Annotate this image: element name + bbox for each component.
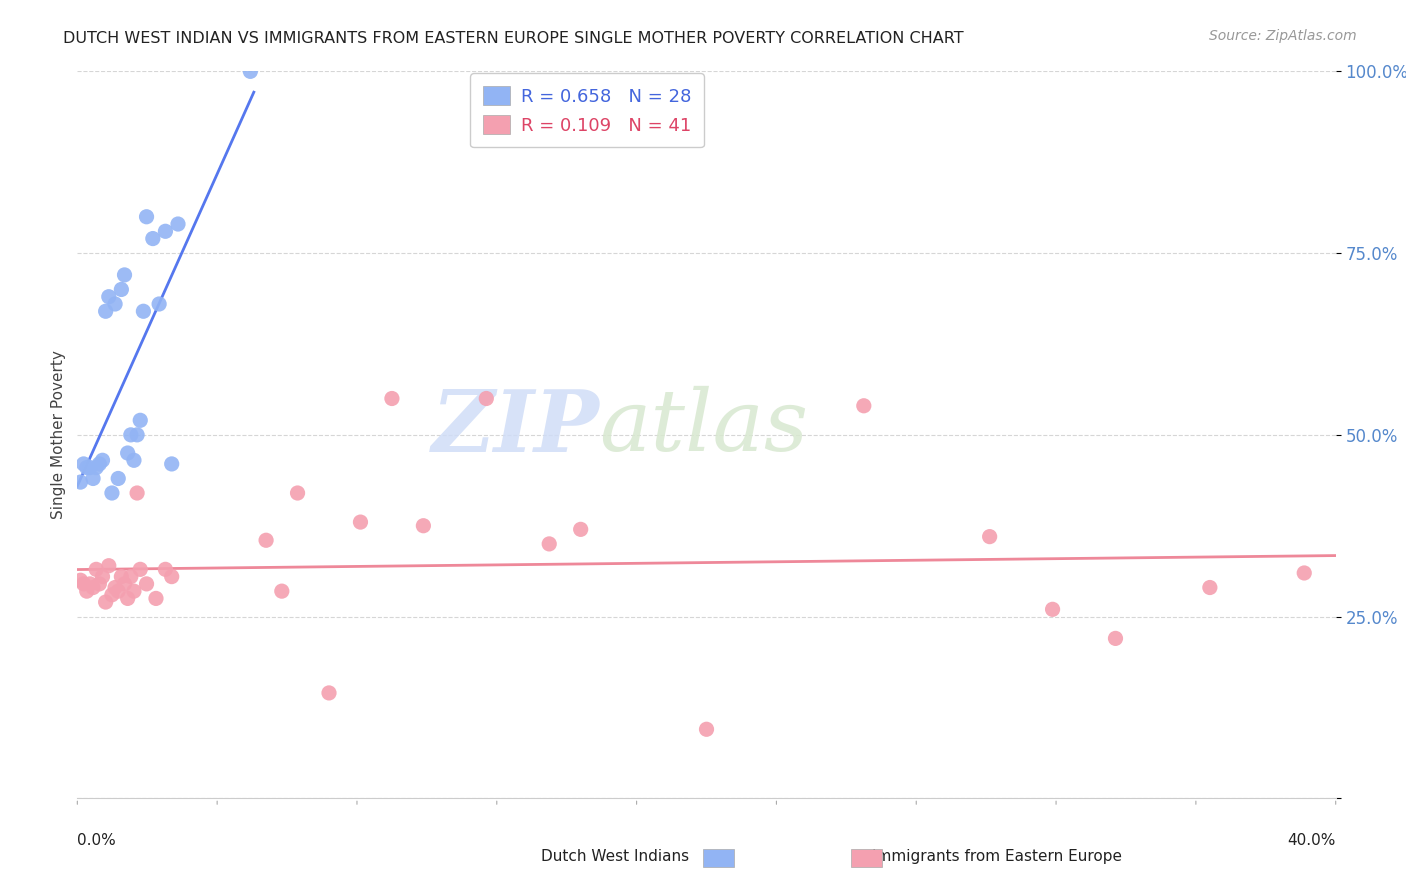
Point	[538, 537, 561, 551]
Point	[852, 399, 875, 413]
Point	[117, 446, 139, 460]
Point	[104, 297, 127, 311]
Point	[84, 562, 107, 576]
Point	[1294, 566, 1316, 580]
Point	[145, 591, 167, 606]
Point	[82, 471, 104, 485]
Point	[114, 268, 136, 282]
Point	[107, 584, 129, 599]
Point	[160, 569, 183, 583]
Point	[91, 453, 114, 467]
Point	[412, 518, 434, 533]
Point	[254, 533, 277, 548]
Point	[79, 577, 101, 591]
Point	[110, 283, 132, 297]
Point	[129, 562, 152, 576]
Point	[89, 457, 111, 471]
Point	[104, 581, 127, 595]
Text: DUTCH WEST INDIAN VS IMMIGRANTS FROM EASTERN EUROPE SINGLE MOTHER POVERTY CORREL: DUTCH WEST INDIAN VS IMMIGRANTS FROM EAS…	[63, 31, 965, 46]
Text: Dutch West Indians: Dutch West Indians	[541, 849, 689, 863]
Text: 40.0%: 40.0%	[1288, 833, 1336, 847]
Point	[69, 475, 91, 489]
Point	[114, 577, 136, 591]
Point	[101, 486, 124, 500]
Text: Source: ZipAtlas.com: Source: ZipAtlas.com	[1209, 29, 1357, 43]
Point	[82, 581, 104, 595]
Point	[97, 290, 120, 304]
Y-axis label: Single Mother Poverty: Single Mother Poverty	[51, 351, 66, 519]
Point	[135, 210, 157, 224]
Point	[97, 558, 120, 573]
Point	[79, 460, 101, 475]
Point	[91, 569, 114, 583]
Point	[160, 457, 183, 471]
Point	[69, 573, 91, 587]
Point	[167, 217, 190, 231]
Point	[129, 413, 152, 427]
Point	[110, 569, 132, 583]
Point	[117, 591, 139, 606]
Point	[122, 584, 145, 599]
Point	[101, 588, 124, 602]
Point	[155, 224, 177, 238]
Text: 0.0%: 0.0%	[77, 833, 117, 847]
Legend: R = 0.658   N = 28, R = 0.109   N = 41: R = 0.658 N = 28, R = 0.109 N = 41	[470, 73, 704, 147]
Point	[132, 304, 155, 318]
Point	[349, 515, 371, 529]
Point	[696, 723, 718, 737]
Point	[135, 577, 157, 591]
Point	[1104, 632, 1126, 646]
Point	[1198, 581, 1220, 595]
Point	[72, 577, 94, 591]
Point	[475, 392, 498, 406]
Point	[120, 428, 142, 442]
Point	[287, 486, 309, 500]
Point	[94, 304, 117, 318]
Text: Immigrants from Eastern Europe: Immigrants from Eastern Europe	[872, 849, 1122, 863]
Point	[127, 428, 149, 442]
Point	[142, 231, 165, 245]
Point	[94, 595, 117, 609]
Point	[569, 522, 592, 536]
Point	[122, 453, 145, 467]
Point	[72, 457, 94, 471]
Point	[84, 460, 107, 475]
Point	[127, 486, 149, 500]
Point	[270, 584, 292, 599]
Point	[239, 64, 262, 78]
Point	[1042, 602, 1064, 616]
Text: atlas: atlas	[599, 386, 808, 469]
Point	[979, 530, 1001, 544]
Point	[76, 460, 98, 475]
Text: ZIP: ZIP	[432, 386, 599, 469]
Point	[89, 577, 111, 591]
Point	[148, 297, 170, 311]
Point	[318, 686, 340, 700]
Point	[76, 584, 98, 599]
Point	[120, 569, 142, 583]
Point	[107, 471, 129, 485]
Point	[155, 562, 177, 576]
Point	[381, 392, 404, 406]
